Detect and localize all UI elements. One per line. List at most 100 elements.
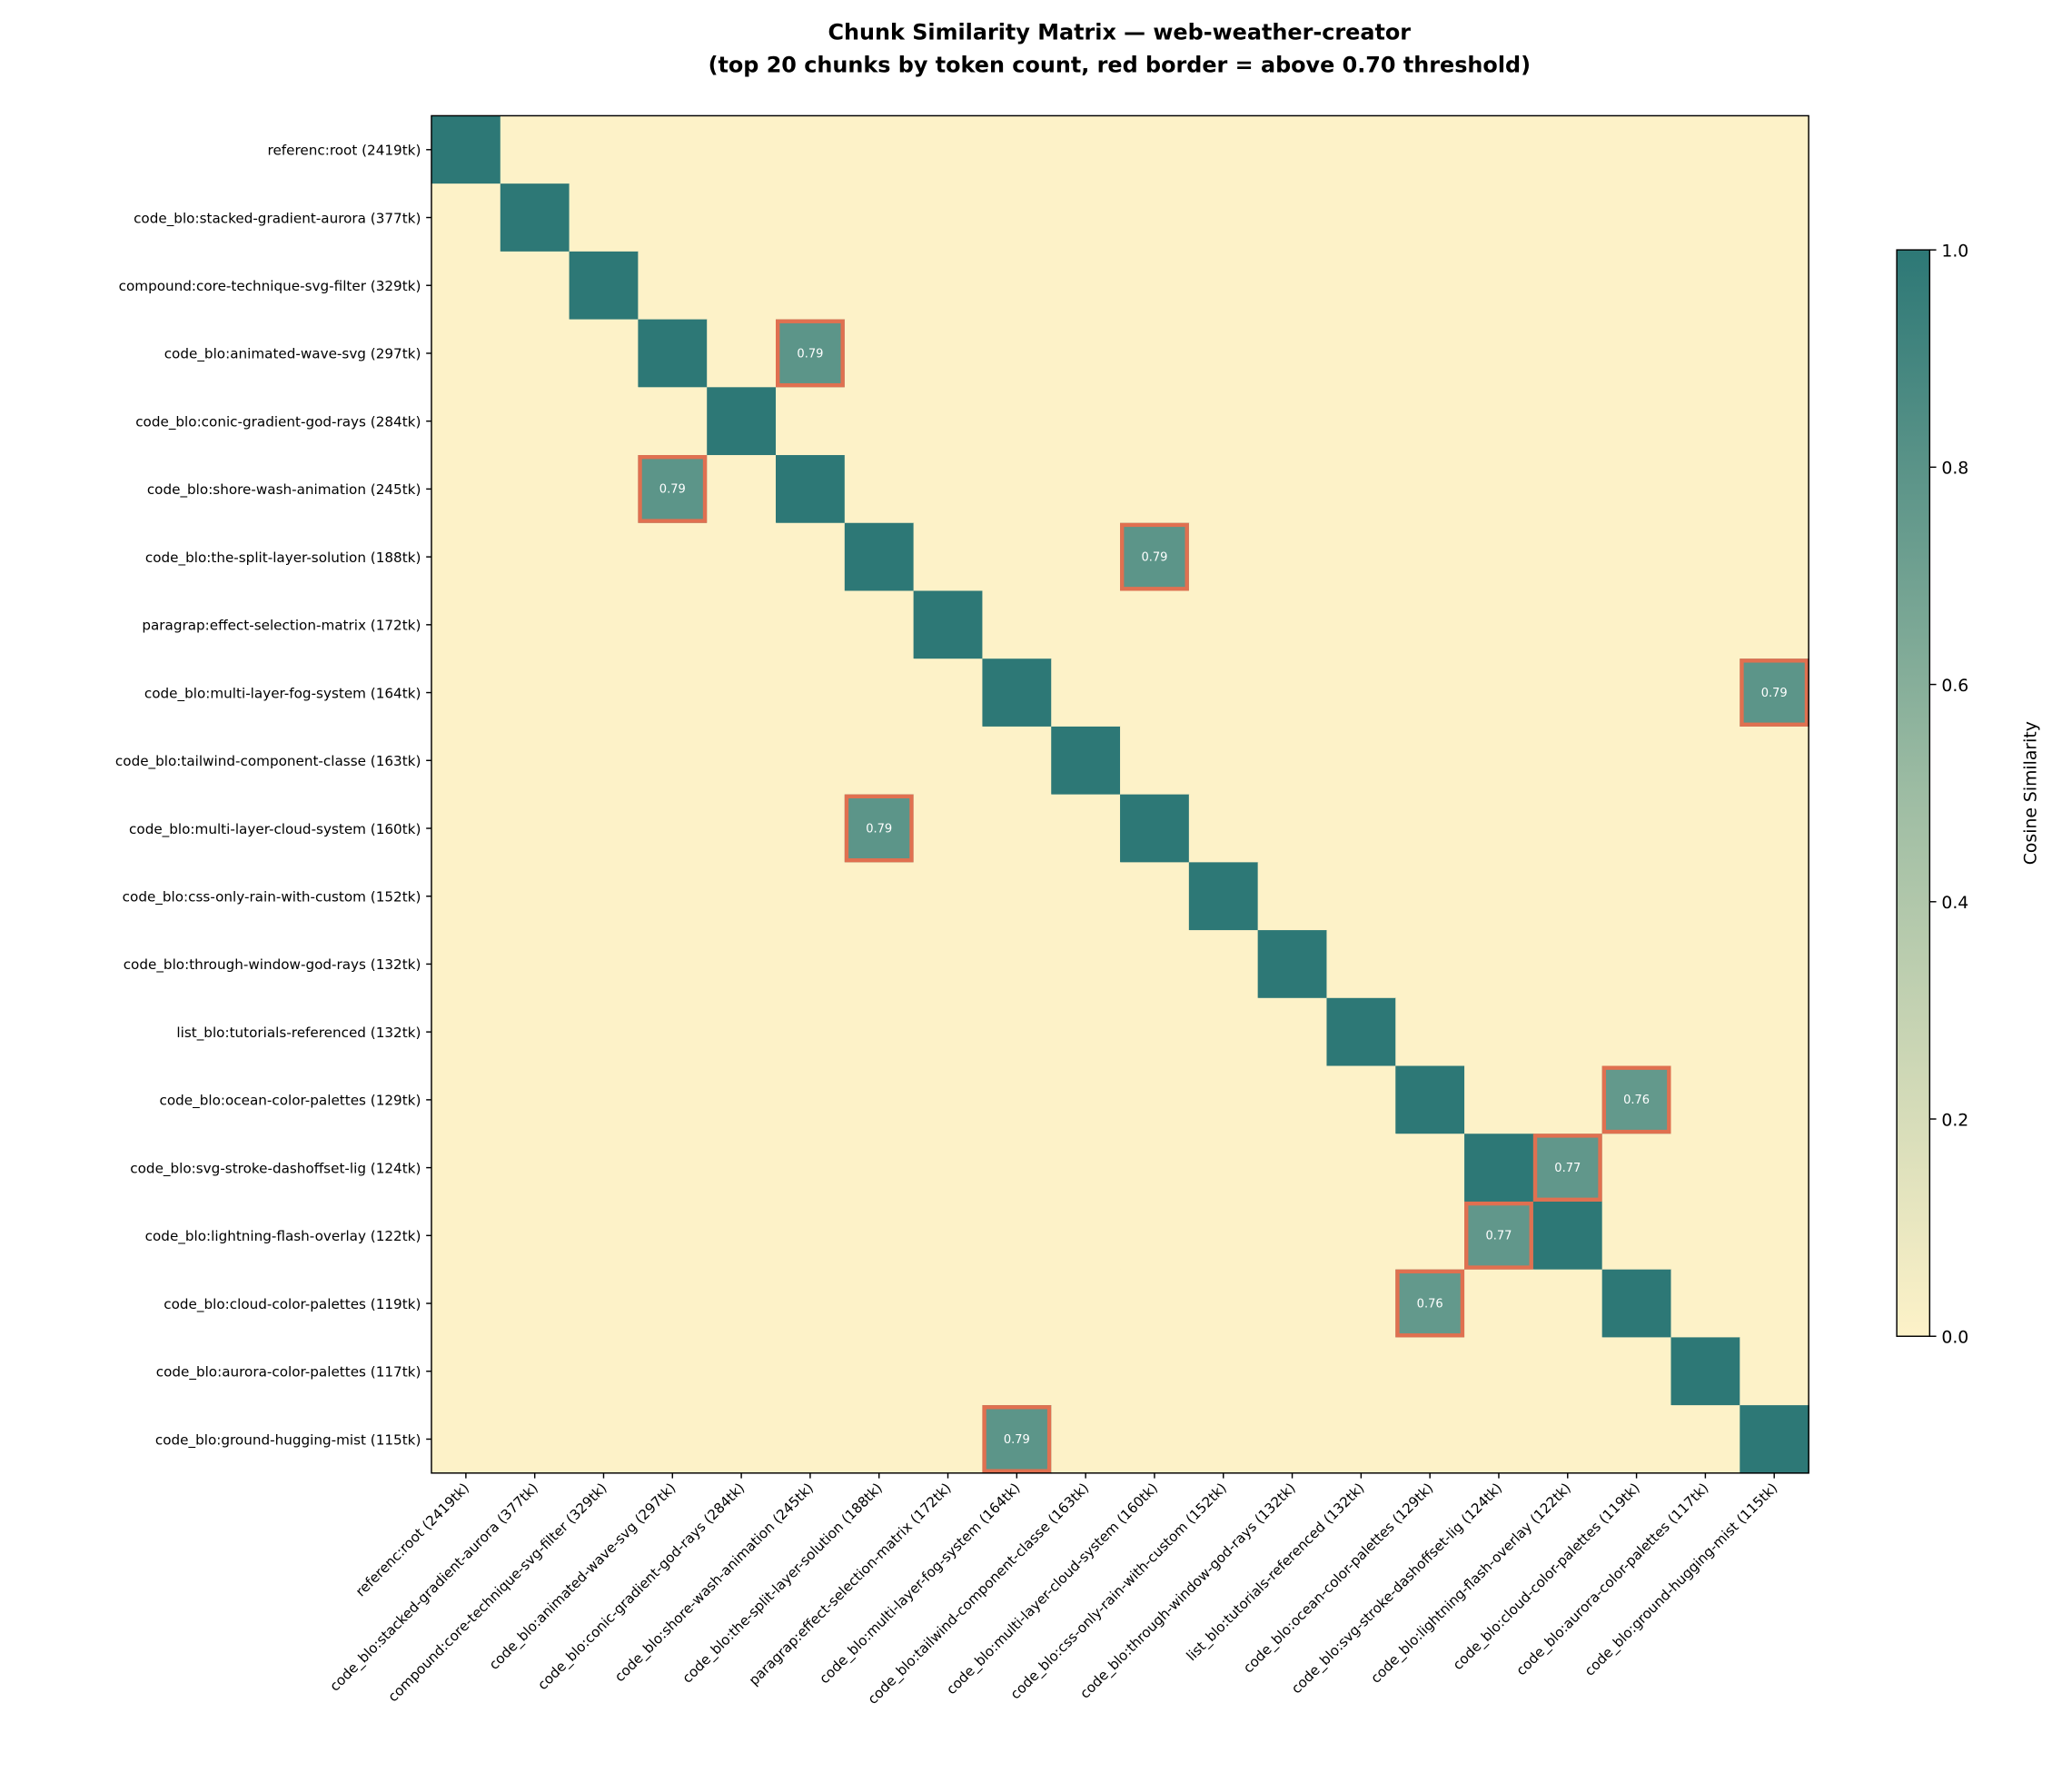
heatmap-cell (707, 1337, 777, 1406)
heatmap-cell (1601, 997, 1672, 1067)
heatmap-cell (776, 658, 846, 728)
heatmap-cell (1188, 1405, 1259, 1474)
heatmap-cell (1326, 862, 1396, 931)
cell-value-label: 0.79 (1004, 1433, 1030, 1447)
heatmap-cell (569, 1405, 639, 1474)
cell-value-label: 0.79 (866, 822, 892, 836)
heatmap-cell (569, 1201, 639, 1271)
heatmap-cell (1188, 658, 1259, 728)
heatmap-cell (776, 1134, 846, 1203)
colorbar-tick-label: 0.4 (1941, 894, 1968, 913)
heatmap-cell (1532, 115, 1603, 184)
heatmap-cell (1257, 387, 1328, 456)
heatmap-cell (500, 387, 570, 456)
heatmap-cell (638, 1405, 708, 1474)
colorbar: 0.0 0.2 0.4 0.6 0.8 1.0 Cosine Similarity (1896, 242, 2041, 1347)
heatmap-cell (1670, 115, 1741, 184)
heatmap-cell (1257, 997, 1328, 1067)
heatmap-cell (707, 1269, 777, 1339)
heatmap-cell (500, 590, 570, 659)
y-tick-label: code_blo:animated-wave-svg (297tk) (164, 346, 421, 363)
heatmap-cell (913, 1405, 984, 1474)
colorbar-tick-label: 1.0 (1941, 242, 1968, 261)
highlight-border (1395, 1269, 1465, 1338)
heatmap-cell (913, 251, 984, 321)
heatmap-cell (500, 1201, 570, 1271)
heatmap-cell (1051, 1405, 1121, 1474)
heatmap-cell (638, 455, 708, 524)
heatmap-cell (1740, 997, 1809, 1067)
heatmap-cell (982, 183, 1052, 252)
heatmap-cell (1464, 1337, 1534, 1406)
y-tick-label: code_blo:multi-layer-cloud-system (160tk… (129, 821, 421, 838)
heatmap-cell (1326, 726, 1396, 796)
heatmap-cell (1188, 590, 1259, 659)
heatmap-cell (982, 1269, 1052, 1339)
heatmap-cell (1188, 455, 1259, 524)
y-tick-label: code_blo:lightning-flash-overlay (122tk) (145, 1228, 421, 1245)
y-tick-label: code_blo:multi-layer-fog-system (164tk) (144, 685, 421, 702)
heatmap-cell (569, 1134, 639, 1203)
y-tick-label: compound:core-technique-svg-filter (329t… (119, 278, 421, 294)
heatmap-cell (1257, 251, 1328, 321)
cell-value-label: 0.79 (1761, 687, 1788, 700)
heatmap-cell (1670, 1134, 1741, 1203)
heatmap-cell (500, 658, 570, 728)
heatmap-cell (1326, 1201, 1396, 1271)
heatmap-cell (1670, 997, 1741, 1067)
heatmap-cell (982, 251, 1052, 321)
heatmap-cell (1464, 251, 1534, 321)
heatmap-cell (1532, 997, 1603, 1067)
highlight-border (844, 794, 914, 863)
heatmap-cell (1120, 1201, 1190, 1271)
heatmap-cell (1601, 115, 1672, 184)
heatmap-cell (569, 455, 639, 524)
heatmap-cell (1464, 1134, 1534, 1203)
heatmap-cell (1257, 1201, 1328, 1271)
heatmap-cell (500, 251, 570, 321)
heatmap-cell (776, 1269, 846, 1339)
heatmap-cell (1188, 726, 1259, 796)
heatmap-cell (1257, 455, 1328, 524)
heatmap-cell (844, 930, 915, 999)
x-axis-ticks: referenc:root (2419tk)code_blo:stacked-g… (326, 1472, 1781, 1708)
heatmap-cell (500, 1134, 570, 1203)
heatmap-cell (1326, 658, 1396, 728)
heatmap-cell (1395, 1337, 1465, 1406)
heatmap-cell (1051, 997, 1121, 1067)
heatmap-cell (776, 590, 846, 659)
heatmap-cell (1740, 590, 1809, 659)
heatmap-cell (913, 726, 984, 796)
heatmap-cell (569, 522, 639, 592)
heatmap-cell (844, 658, 915, 728)
heatmap-cell (1395, 726, 1465, 796)
heatmap-cell (982, 455, 1052, 524)
heatmap-cell (431, 1337, 501, 1406)
heatmap-cell (1464, 930, 1534, 999)
heatmap-cell (1532, 455, 1603, 524)
heatmap-cell (1120, 1337, 1190, 1406)
heatmap-cell (844, 522, 915, 592)
heatmap-cell (1601, 862, 1672, 931)
heatmap-cell (1326, 183, 1396, 252)
heatmap-cell (913, 387, 984, 456)
heatmap-cell (844, 115, 915, 184)
heatmap-cell (844, 1337, 915, 1406)
heatmap-cell (1326, 590, 1396, 659)
heatmap-cell (982, 930, 1052, 999)
heatmap-cell (638, 251, 708, 321)
heatmap-cell (431, 1269, 501, 1339)
heatmap-cell (844, 1405, 915, 1474)
y-tick-label: code_blo:shore-wash-animation (245tk) (147, 481, 421, 499)
highlight-border (1120, 522, 1189, 591)
heatmap-cell (1395, 1201, 1465, 1271)
heatmap-cell (776, 726, 846, 796)
heatmap-cell (1464, 590, 1534, 659)
heatmap-cell (1601, 387, 1672, 456)
heatmap-cell (1188, 319, 1259, 389)
heatmap-cell (1670, 590, 1741, 659)
heatmap-cell (569, 726, 639, 796)
heatmap-cell (982, 1201, 1052, 1271)
heatmap-cell (913, 590, 984, 659)
